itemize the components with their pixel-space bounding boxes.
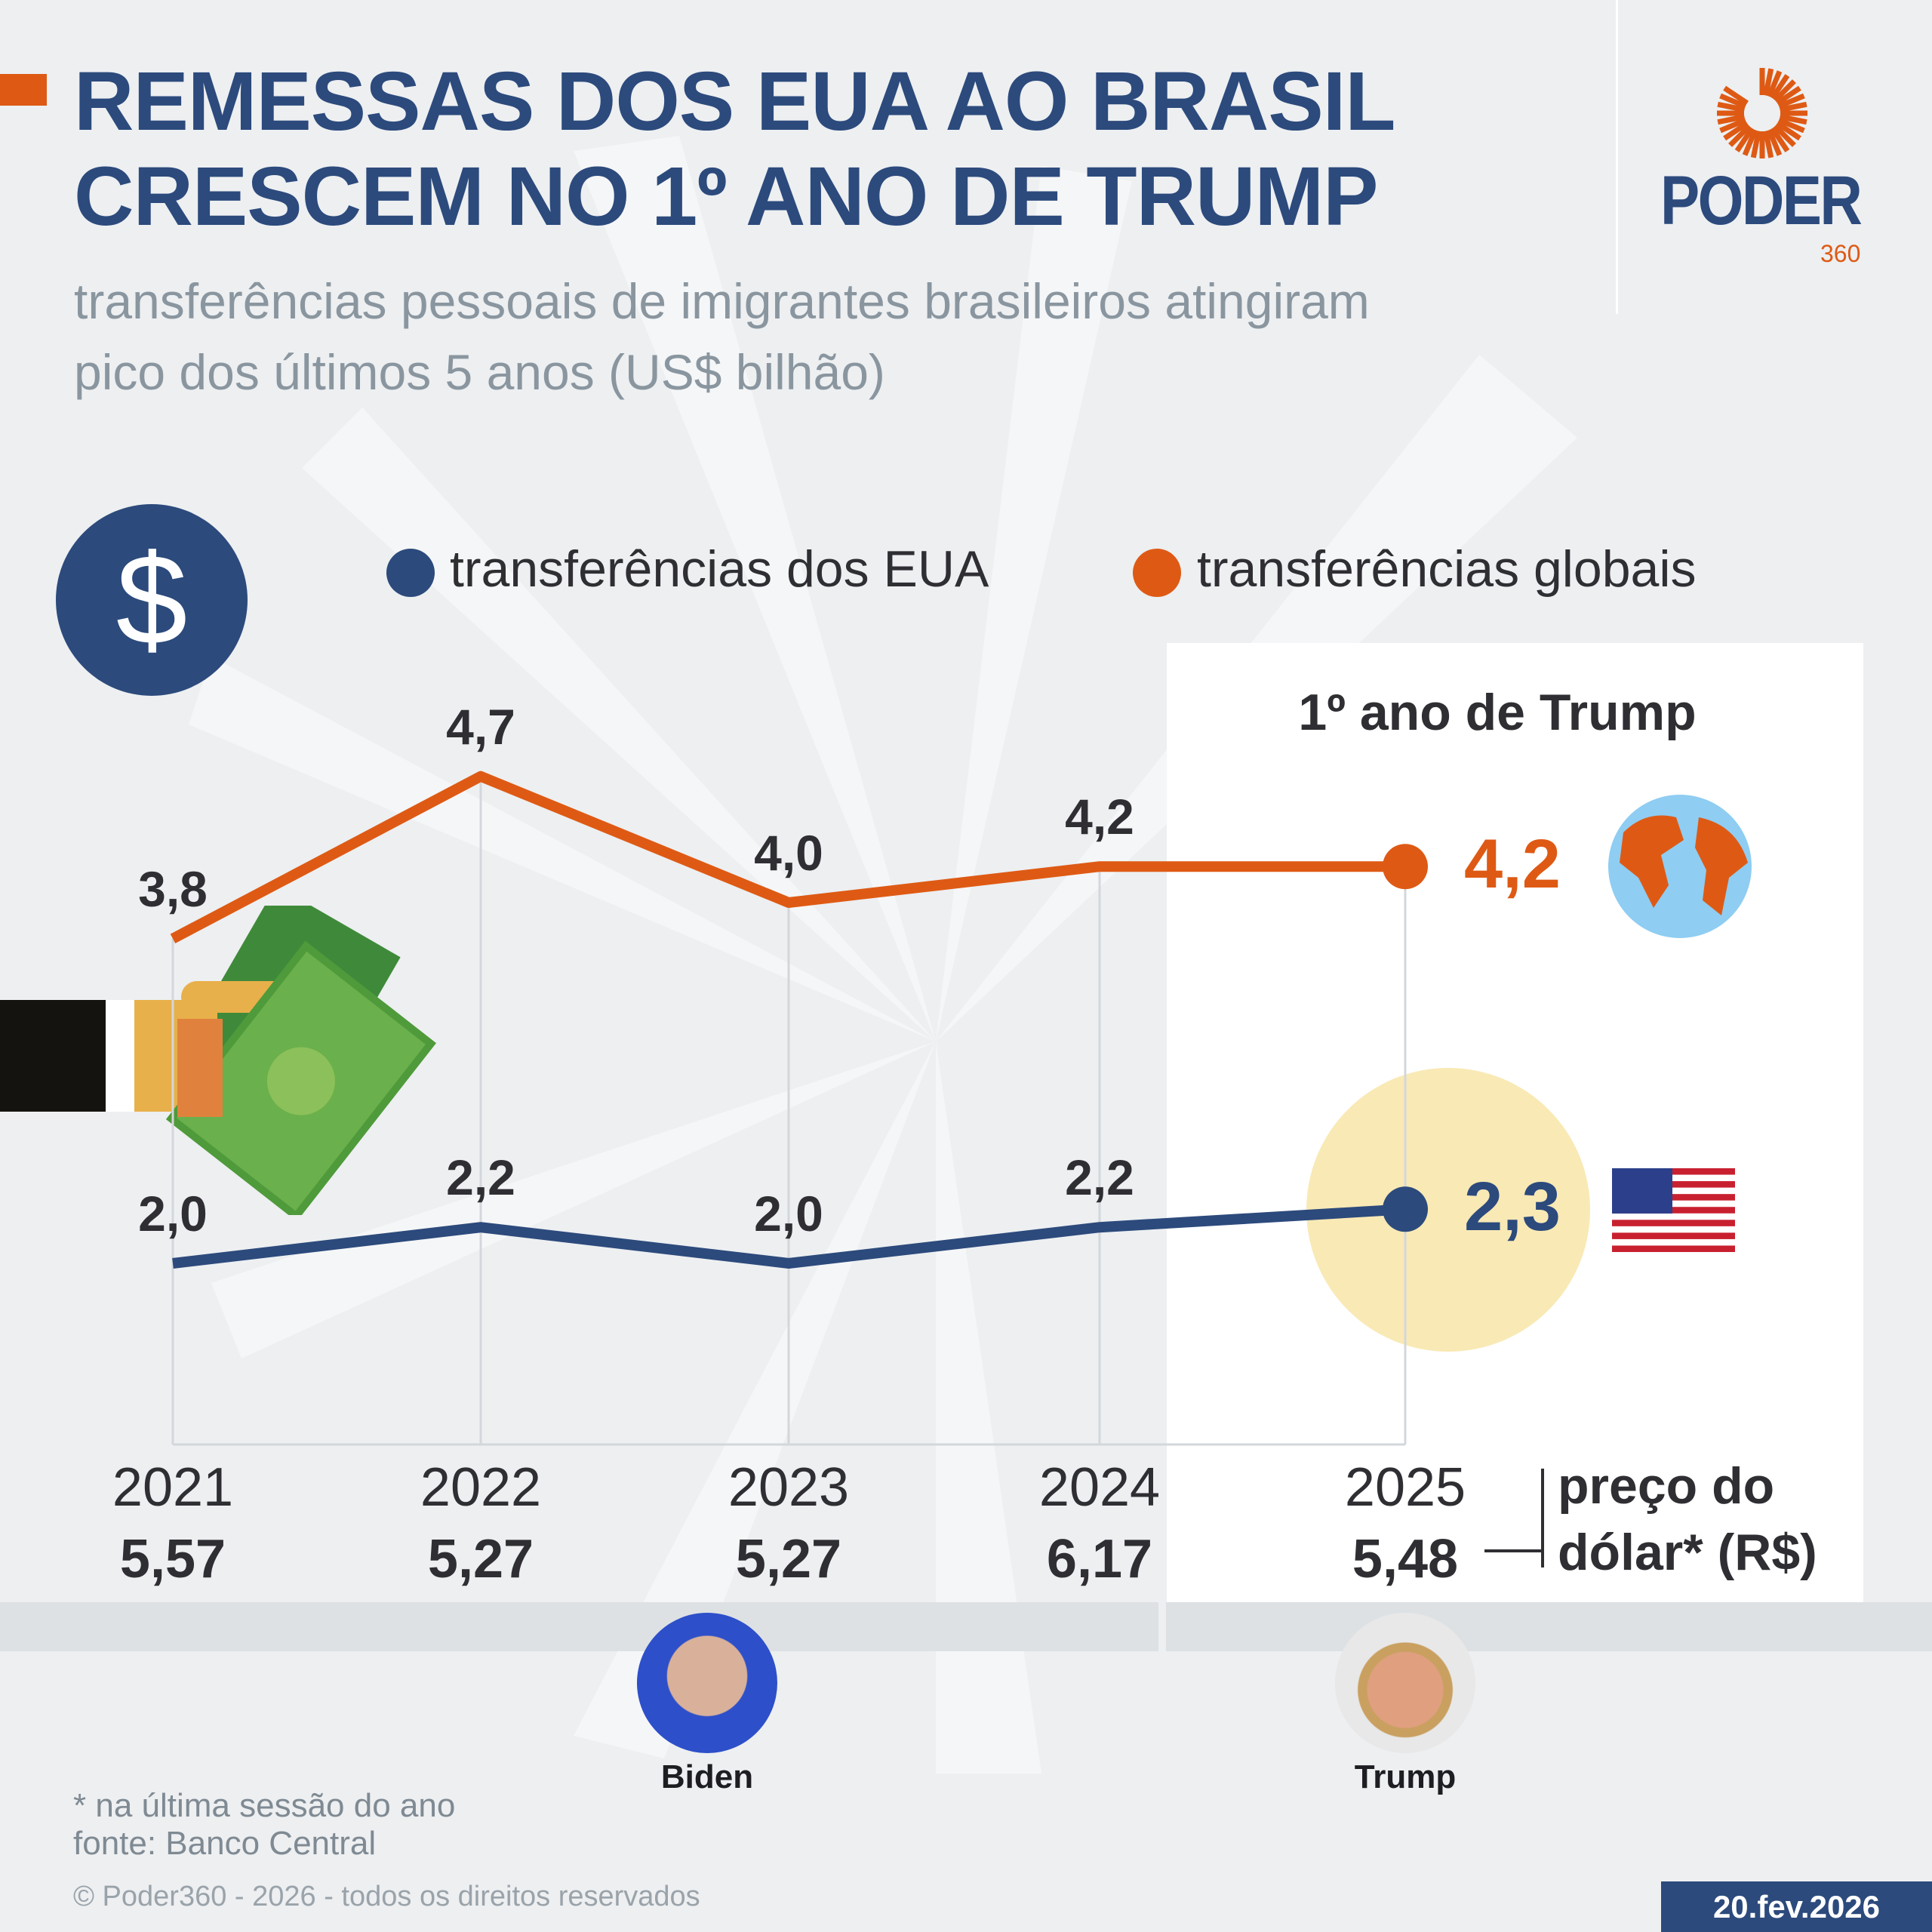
legend-global: transferências globais: [1197, 540, 1697, 598]
x-tick-label: 2025: [1344, 1457, 1466, 1518]
x-tick-label: 2021: [112, 1457, 234, 1518]
logo-ray: [1773, 124, 1796, 147]
hand-money-icon: [0, 906, 436, 1215]
logo-ray: [1723, 121, 1749, 141]
trump-band: [1166, 1602, 1932, 1651]
logo-ray: [1723, 85, 1749, 106]
logo-ray: [1777, 117, 1805, 134]
trump-label: Trump: [1354, 1758, 1457, 1795]
end-value-label: 4,2: [1464, 826, 1561, 903]
logo-ray: [1776, 121, 1801, 141]
subtitle: transferências pessoais de imigrantes br…: [74, 273, 1370, 400]
accent-bar: [0, 74, 47, 106]
logo-ray: [1773, 79, 1796, 103]
logo-ray: [1717, 114, 1746, 125]
x-tick-label: 2023: [728, 1457, 850, 1518]
series-line-1: [170, 771, 1405, 943]
logo-ray: [1770, 74, 1790, 100]
date-badge: 20.fev.2026: [1661, 1881, 1932, 1932]
globe-icon: [1608, 795, 1752, 938]
x-tick-label: 2022: [420, 1457, 542, 1518]
x-tick-label: 2024: [1038, 1457, 1161, 1518]
poder360-logo: PODER 360: [1653, 68, 1872, 272]
logo-ray: [1750, 130, 1761, 158]
highlight-label: 1º ano de Trump: [1298, 684, 1697, 741]
dollar-icon: $: [56, 504, 248, 696]
divider: [1616, 0, 1618, 314]
end-point: [1383, 844, 1428, 890]
flag-stripe: [1612, 1174, 1735, 1182]
dollar-price: 5,27: [427, 1529, 534, 1589]
dollar-price: 5,48: [1352, 1529, 1459, 1589]
end-point: [1383, 1186, 1428, 1232]
logo-ray: [1777, 93, 1805, 109]
flag-stripe: [1612, 1238, 1735, 1246]
sun-icon: [1717, 68, 1807, 158]
dollar-price: 5,57: [119, 1529, 226, 1589]
dollar-price: 5,27: [735, 1529, 842, 1589]
logo-ray: [1763, 130, 1774, 158]
logo-ray: [1779, 101, 1807, 112]
logo-ray: [1779, 114, 1807, 125]
flag-stripe: [1612, 1207, 1735, 1214]
data-label: 2,2: [446, 1149, 515, 1206]
logo-ray: [1728, 124, 1752, 147]
logo-ray: [1734, 127, 1755, 152]
copyright: © Poder360 - 2026 - todos os direitos re…: [73, 1881, 700, 1912]
logo-ray: [1770, 127, 1790, 152]
data-label: 2,2: [1065, 1149, 1134, 1206]
flag-stripe: [1612, 1226, 1735, 1233]
usa-flag-icon: [1612, 1168, 1735, 1253]
flag-stripe: [1612, 1181, 1735, 1189]
data-label: 4,2: [1065, 789, 1134, 845]
bracket-pointer: [1484, 1549, 1543, 1552]
legend-dot-usa: [386, 549, 435, 597]
footnote: * na última sessão do ano fonte: Banco Ce…: [73, 1787, 456, 1862]
dollar-price: 6,17: [1046, 1529, 1153, 1589]
logo-ray: [1766, 70, 1783, 98]
page-title: REMESSAS DOS EUA AO BRASIL CRESCEM NO 1º …: [74, 55, 1395, 243]
data-label: 2,0: [138, 1186, 208, 1241]
flag-stripe: [1612, 1200, 1735, 1208]
biden-label: Biden: [660, 1758, 754, 1795]
flag-stripe: [1612, 1168, 1735, 1176]
biden-band: [0, 1602, 1158, 1651]
legend-usa: transferências dos EUA: [450, 540, 989, 598]
flag-stripe: [1612, 1245, 1735, 1253]
logo-ray: [1766, 128, 1783, 156]
logo-ray: [1717, 101, 1746, 112]
data-label: 2,0: [754, 1186, 823, 1241]
biden-photo: [637, 1613, 777, 1753]
logo-ray: [1719, 117, 1747, 134]
flag-stripe: [1612, 1187, 1735, 1195]
trump-photo: [1335, 1613, 1475, 1753]
currency-label: preço do dólar* (R$): [1558, 1457, 1817, 1581]
end-value-label: 2,3: [1464, 1168, 1561, 1246]
data-label: 3,8: [138, 860, 208, 917]
flag-stripe: [1612, 1194, 1735, 1201]
logo-ray: [1763, 68, 1774, 97]
bracket: [1541, 1469, 1544, 1567]
flag-stripe: [1612, 1220, 1735, 1227]
logo-ray: [1742, 128, 1758, 156]
series-line-0: [172, 1204, 1406, 1269]
legend-dot-global: [1133, 549, 1181, 597]
logo-ray: [1776, 85, 1801, 106]
flag-stripe: [1612, 1232, 1735, 1240]
flag-stripe: [1612, 1213, 1735, 1220]
data-label: 4,7: [446, 698, 515, 755]
data-label: 4,0: [754, 825, 823, 881]
logo-ray: [1719, 93, 1747, 109]
